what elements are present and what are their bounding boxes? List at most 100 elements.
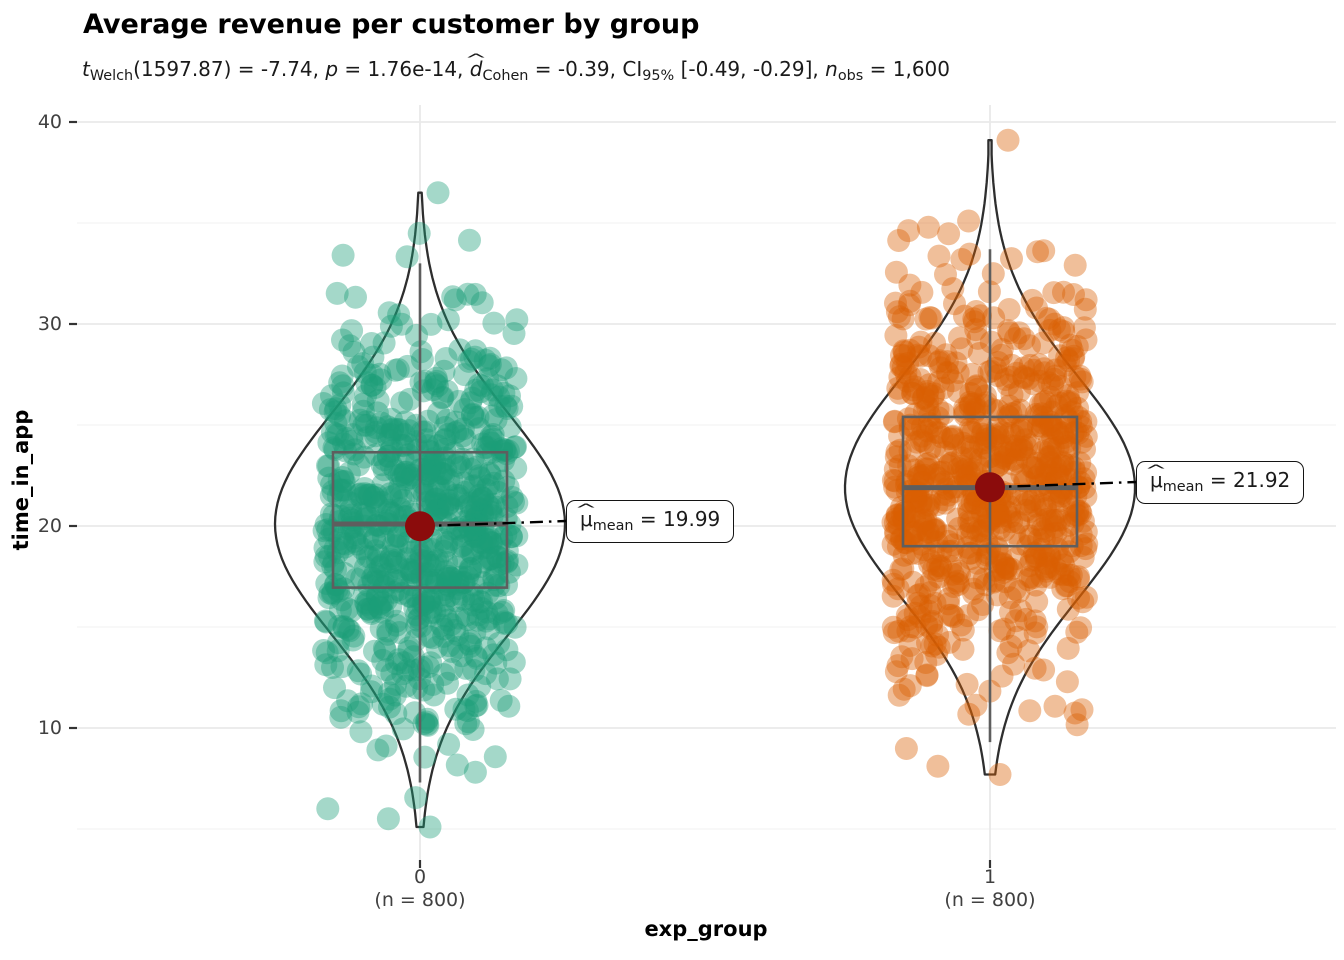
data-point — [446, 486, 470, 510]
data-point — [469, 530, 493, 554]
data-point — [464, 378, 488, 402]
data-point — [395, 547, 419, 571]
data-point — [1073, 437, 1096, 461]
data-point — [1026, 513, 1050, 537]
data-point — [991, 561, 1015, 584]
data-point — [992, 617, 1016, 641]
data-point — [464, 500, 487, 524]
data-point — [901, 520, 925, 544]
data-point — [475, 600, 499, 624]
data-point — [1025, 296, 1048, 320]
data-point — [900, 647, 924, 671]
data-point — [987, 453, 1011, 477]
data-point — [376, 619, 400, 643]
data-point — [950, 446, 974, 470]
data-point — [327, 614, 351, 638]
data-point — [902, 490, 926, 514]
data-point — [471, 502, 495, 526]
data-point — [927, 565, 951, 589]
data-point — [1009, 599, 1033, 623]
data-point — [1039, 451, 1063, 475]
data-point — [433, 437, 457, 461]
data-point — [1052, 280, 1075, 304]
data-point — [1035, 552, 1059, 575]
data-point — [478, 526, 501, 550]
data-point — [395, 658, 419, 682]
data-point — [1039, 509, 1062, 533]
data-point — [926, 754, 950, 778]
data-point — [960, 524, 984, 548]
data-point — [478, 547, 502, 571]
data-point — [419, 312, 443, 336]
subtitle-segment: Welch — [89, 68, 134, 85]
data-point — [906, 541, 930, 565]
data-point — [916, 215, 940, 239]
data-point — [432, 588, 456, 612]
data-point — [440, 527, 464, 551]
data-point — [913, 511, 937, 535]
data-point — [910, 490, 933, 513]
data-point — [449, 534, 473, 558]
data-point — [887, 683, 911, 707]
data-point — [347, 483, 371, 507]
data-point — [1004, 327, 1027, 350]
data-point — [1004, 438, 1028, 462]
data-point — [1048, 508, 1072, 532]
x-tick-n-label: (n = 800) — [374, 889, 466, 911]
data-point — [453, 480, 477, 504]
data-point — [1008, 379, 1031, 403]
data-point — [1015, 446, 1039, 470]
data-point — [1055, 346, 1079, 370]
data-point — [1046, 422, 1070, 446]
data-point — [348, 408, 372, 432]
data-point — [1054, 574, 1078, 598]
data-point — [955, 672, 979, 696]
data-point — [454, 656, 478, 680]
data-point — [967, 342, 991, 365]
data-point — [355, 371, 379, 395]
data-point — [1059, 563, 1083, 587]
iqr-box — [331, 450, 509, 589]
data-point — [922, 557, 945, 581]
data-point — [477, 617, 501, 641]
mu-hat-symbol: μ ^ — [574, 502, 598, 531]
data-point — [933, 491, 957, 515]
data-point — [999, 600, 1022, 624]
data-point — [449, 455, 473, 479]
data-point — [355, 483, 379, 507]
data-point — [371, 590, 395, 614]
data-point — [884, 260, 908, 284]
data-point — [969, 520, 993, 544]
data-point — [447, 389, 471, 413]
data-point — [1032, 544, 1056, 568]
data-point — [461, 402, 485, 426]
data-point — [890, 645, 914, 669]
data-point — [410, 564, 434, 588]
data-point — [946, 569, 970, 593]
data-point — [331, 470, 355, 494]
data-point — [1002, 652, 1026, 676]
data-point — [495, 638, 519, 662]
data-point — [962, 577, 985, 601]
data-point — [1038, 545, 1062, 569]
data-point — [1007, 580, 1031, 603]
data-point — [452, 471, 476, 495]
data-point — [1034, 559, 1058, 583]
data-point — [915, 613, 939, 637]
data-point — [364, 443, 388, 467]
data-point — [893, 344, 917, 368]
data-point — [994, 441, 1018, 465]
data-point — [461, 593, 485, 617]
data-point — [958, 390, 982, 414]
data-point — [1064, 420, 1088, 444]
data-point — [420, 538, 444, 561]
data-point — [495, 611, 519, 635]
data-point — [370, 490, 394, 514]
data-point — [989, 504, 1012, 528]
data-point — [1041, 508, 1065, 532]
data-point — [340, 599, 364, 623]
data-point — [962, 582, 985, 605]
data-point — [1000, 353, 1024, 377]
data-point — [422, 474, 446, 498]
data-point — [1043, 515, 1067, 539]
